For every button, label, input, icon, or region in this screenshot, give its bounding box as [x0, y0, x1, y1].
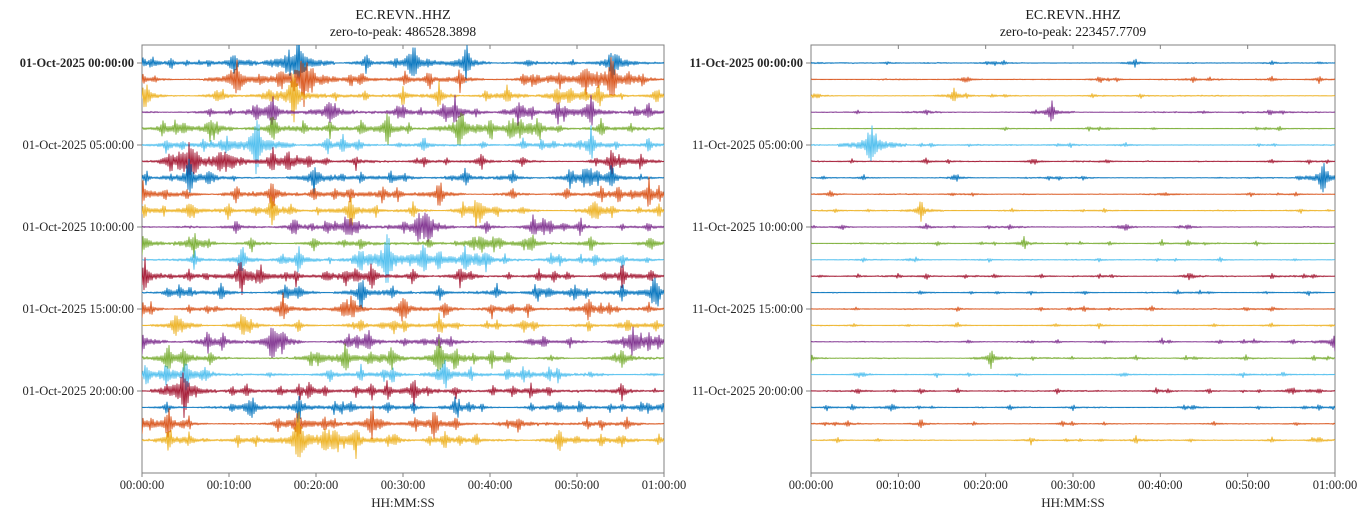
trace-row — [811, 222, 1335, 231]
trace-row — [811, 75, 1335, 84]
trace-row — [142, 94, 664, 127]
trace-row — [142, 120, 664, 175]
y-tick-label: 01-Oct-2025 20:00:00 — [23, 384, 134, 398]
trace-row — [811, 350, 1335, 370]
trace-row — [811, 289, 1335, 297]
trace-group — [142, 45, 664, 460]
trace-row — [142, 412, 664, 460]
trace-row — [142, 158, 664, 198]
trace-row — [811, 371, 1335, 379]
x-tick-label: 00:10:00 — [207, 478, 251, 492]
trace-row — [142, 196, 664, 228]
trace-row — [142, 234, 664, 283]
y-tick-label: 11-Oct-2025 00:00:00 — [689, 56, 803, 70]
trace-row — [142, 359, 664, 391]
trace-row — [142, 73, 664, 123]
x-tick-label: 00:00:00 — [120, 478, 164, 492]
trace-row — [811, 125, 1335, 132]
trace-row — [142, 326, 664, 359]
trace-row — [811, 387, 1335, 395]
trace-row — [811, 157, 1335, 165]
trace-row — [811, 100, 1335, 122]
trace-row — [811, 235, 1335, 250]
trace-row — [811, 419, 1335, 429]
x-tick-label: 01:00:00 — [1313, 478, 1357, 492]
x-axis-label: HH:MM:SS — [371, 495, 435, 510]
trace-row — [142, 277, 664, 310]
y-tick-label: 01-Oct-2025 00:00:00 — [20, 56, 134, 70]
trace-row — [142, 406, 664, 440]
x-tick-label: 00:20:00 — [294, 478, 338, 492]
trace-row — [811, 272, 1335, 281]
trace-row — [811, 58, 1335, 68]
panel-subtitle: zero-to-peak: 486528.3898 — [330, 24, 476, 39]
panel-subtitle: zero-to-peak: 223457.7709 — [1000, 24, 1146, 39]
y-tick-label: 01-Oct-2025 15:00:00 — [23, 302, 134, 316]
trace-group — [811, 58, 1335, 446]
x-tick-label: 00:40:00 — [468, 478, 512, 492]
trace-row — [142, 112, 664, 146]
trace-row — [142, 212, 664, 243]
trace-row — [811, 201, 1335, 222]
trace-row — [811, 190, 1335, 198]
y-tick-label: 11-Oct-2025 10:00:00 — [692, 220, 803, 234]
x-tick-label: 00:00:00 — [789, 478, 833, 492]
trace-row — [811, 435, 1335, 446]
x-tick-label: 00:40:00 — [1138, 478, 1182, 492]
y-tick-label: 11-Oct-2025 20:00:00 — [692, 384, 803, 398]
trace-row — [811, 321, 1335, 330]
trace-row — [811, 305, 1335, 312]
trace-row — [142, 292, 664, 322]
x-tick-label: 00:50:00 — [1225, 478, 1269, 492]
trace-row — [142, 372, 664, 418]
trace-row — [142, 57, 664, 108]
trace-row — [811, 87, 1335, 102]
trace-row — [142, 141, 664, 184]
trace-row — [142, 338, 664, 372]
trace-row — [811, 125, 1335, 163]
trace-row — [142, 257, 664, 295]
y-tick-label: 11-Oct-2025 05:00:00 — [692, 138, 803, 152]
trace-row — [142, 395, 664, 423]
panel-title: EC.REVN..HHZ — [1025, 8, 1120, 23]
y-tick-label: 01-Oct-2025 10:00:00 — [23, 220, 134, 234]
x-tick-label: 00:20:00 — [963, 478, 1007, 492]
x-tick-label: 00:50:00 — [555, 478, 599, 492]
trace-row — [811, 335, 1335, 352]
x-tick-label: 00:30:00 — [1051, 478, 1095, 492]
trace-row — [142, 176, 664, 209]
x-axis-label: HH:MM:SS — [1041, 495, 1105, 510]
trace-row — [811, 403, 1335, 412]
trace-row — [811, 162, 1335, 193]
x-tick-label: 00:30:00 — [381, 478, 425, 492]
trace-row — [142, 233, 664, 259]
trace-row — [811, 256, 1335, 263]
panel-title: EC.REVN..HHZ — [355, 8, 450, 23]
x-tick-label: 01:00:00 — [642, 478, 686, 492]
y-tick-label: 11-Oct-2025 15:00:00 — [692, 302, 803, 316]
trace-row — [142, 312, 664, 336]
y-tick-label: 01-Oct-2025 05:00:00 — [23, 138, 134, 152]
x-tick-label: 00:10:00 — [876, 478, 920, 492]
trace-row — [142, 45, 664, 83]
